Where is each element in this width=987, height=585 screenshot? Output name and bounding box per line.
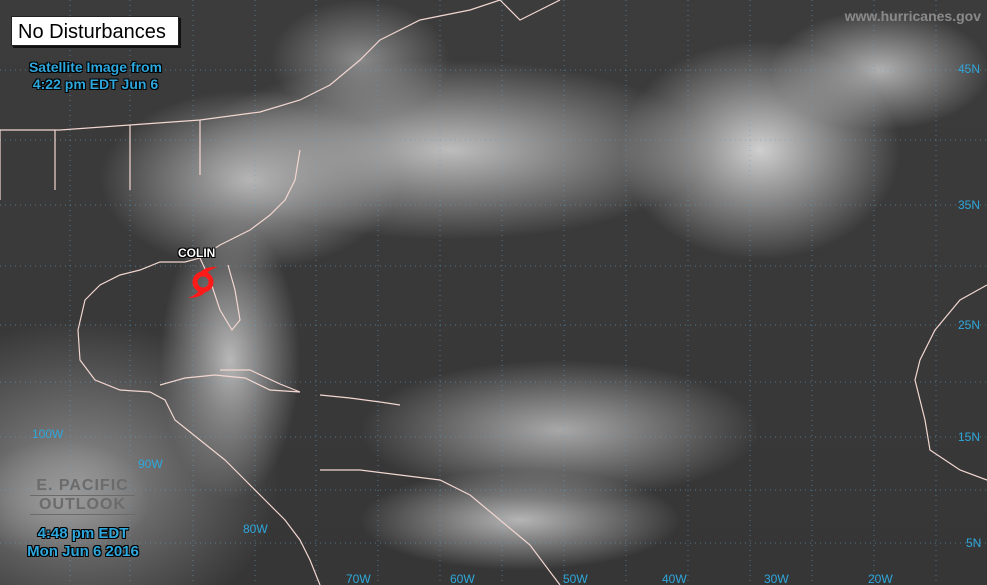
- lon-label: 70W: [346, 572, 371, 585]
- storm-name: COLIN: [178, 246, 216, 260]
- lat-label: 25N: [958, 318, 981, 332]
- satellite-time-line2: 4:22 pm EDT Jun 6: [32, 76, 159, 92]
- lon-label: 40W: [662, 572, 687, 585]
- lat-label: 45N: [958, 62, 981, 76]
- tropical-storm-icon: [188, 266, 218, 298]
- lat-label: 5N: [966, 536, 982, 550]
- issued-time: 4:48 pm EDT Mon Jun 6 2016: [18, 525, 148, 561]
- lon-label: 80W: [243, 522, 268, 536]
- lon-label: 30W: [764, 572, 789, 585]
- issued-time-line2: Mon Jun 6 2016: [27, 543, 139, 560]
- satellite-time: Satellite Image from 4:22 pm EDT Jun 6: [18, 59, 173, 93]
- satellite-time-line1: Satellite Image from: [28, 59, 163, 75]
- lat-label: 35N: [958, 198, 981, 212]
- lon-label: 60W: [450, 572, 475, 585]
- epac-line1: E. PACIFIC: [30, 477, 135, 496]
- issued-time-line1: 4:48 pm EDT: [37, 525, 129, 542]
- storm-colin[interactable]: COLIN: [178, 246, 218, 298]
- lat-label: 15N: [958, 430, 981, 444]
- epac-line2: OUTLOOK: [30, 496, 135, 515]
- watermark: www.hurricanes.gov: [844, 8, 981, 24]
- lon-label: 50W: [563, 572, 588, 585]
- lon-label: 90W: [138, 457, 163, 471]
- status-box: No Disturbances: [11, 16, 179, 46]
- lon-label: 20W: [868, 572, 893, 585]
- epac-outlook-link[interactable]: E. PACIFIC OUTLOOK: [30, 477, 135, 515]
- lon-label: 100W: [32, 427, 64, 441]
